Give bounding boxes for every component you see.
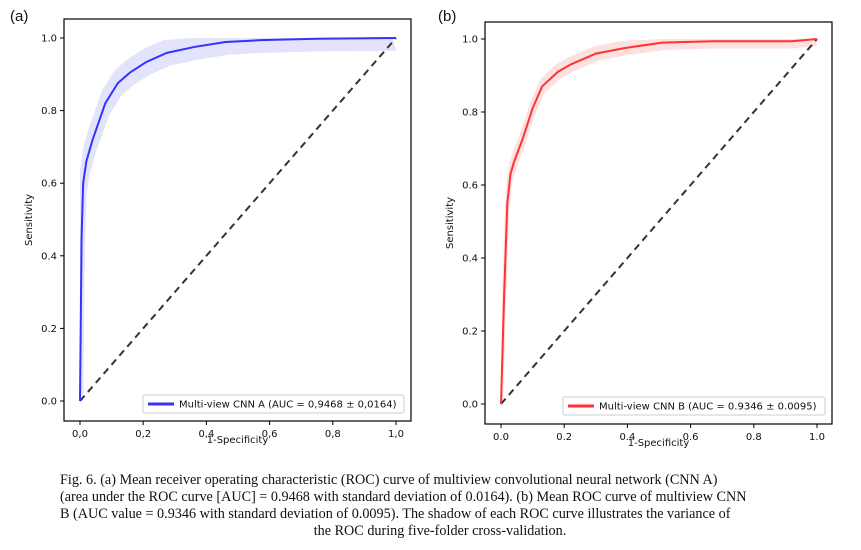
roc-figure: 0,0 0,2 0,4 0,6 0,8 1,0 0.0 0.2 0.4 0.6 0.8 1.0 1-Sp… <box>24 18 833 449</box>
y-tick-label: 0.4 <box>41 251 57 262</box>
legend-box <box>562 396 826 416</box>
x-tick-label: 0,0 <box>72 429 88 440</box>
mean-roc-curve <box>500 38 818 405</box>
chance-diagonal-line <box>79 37 397 402</box>
x-tick-label: 0,8 <box>325 429 341 440</box>
caption-line-1: Fig. 6. (a) Mean receiver operating char… <box>60 472 718 488</box>
panel-label-b: (b) <box>438 8 457 25</box>
y-tick-label: 1.0 <box>462 35 478 46</box>
axes-frame <box>484 21 833 425</box>
panel-label-a: (a) <box>10 8 29 25</box>
chance-diagonal-line <box>500 38 818 405</box>
caption-line-3: B (AUC value = 0.9346 with standard devi… <box>60 506 731 522</box>
y-tick-label: 0.8 <box>462 108 478 119</box>
x-tick-label: 0.8 <box>746 432 762 443</box>
caption-line-4: the ROC during five-folder cross-validat… <box>313 523 567 539</box>
x-tick-label: 0.6 <box>683 432 699 443</box>
x-axis-label: 1-Specificity <box>628 438 690 449</box>
legend: Multi-view CNN A (AUC = 0,9468 ± 0,0164) <box>142 394 405 414</box>
y-tick-label: 0.6 <box>41 179 57 190</box>
x-tick-label: 0.2 <box>556 432 572 443</box>
x-axis-label: 1-Specificity <box>207 435 269 446</box>
legend: Multi-view CNN B (AUC = 0.9346 ± 0.0095) <box>562 396 826 416</box>
y-tick-label: 0.6 <box>462 181 478 192</box>
x-tick-label: 0.0 <box>493 432 509 443</box>
y-tick-label: 0.2 <box>462 327 478 338</box>
y-tick-label: 1.0 <box>41 34 57 45</box>
y-tick-label: 0.2 <box>41 324 57 335</box>
x-tick-label: 0,2 <box>135 429 151 440</box>
x-tick-label: 1,0 <box>388 429 404 440</box>
x-tick-label: 0.4 <box>619 432 635 443</box>
x-tick-label: 1.0 <box>809 432 825 443</box>
y-tick-label: 0.8 <box>41 106 57 117</box>
y-tick-label: 0.4 <box>462 254 478 265</box>
x-tick-label: 0,4 <box>198 429 214 440</box>
y-tick-label: 0.0 <box>462 400 478 411</box>
figure-caption: Fig. 6. (a) Mean receiver operating char… <box>60 472 820 540</box>
axes-frame <box>63 18 412 422</box>
legend-entry: Multi-view CNN B (AUC = 0.9346 ± 0.0095) <box>599 402 817 413</box>
chart-panel-a: 0,0 0,2 0,4 0,6 0,8 1,0 0.0 0.2 0.4 0.6 0.8 1.0 1-Sp… <box>24 18 412 446</box>
y-axis-label: Sensitivity <box>445 197 456 249</box>
y-tick-label: 0.0 <box>41 397 57 408</box>
legend-entry: Multi-view CNN A (AUC = 0,9468 ± 0,0164) <box>179 400 397 411</box>
legend-box <box>142 394 405 414</box>
chart-panel-b: 0.0 0.2 0.4 0.6 0.8 1.0 0.0 0.2 0.4 0.6 0.8 1.0 1-Sp… <box>445 21 833 449</box>
caption-line-2: (area under the ROC curve [AUC] = 0.9468… <box>60 489 747 505</box>
mean-roc-curve <box>79 37 397 402</box>
x-tick-label: 0,6 <box>262 429 278 440</box>
y-axis-label: Sensitivity <box>24 194 35 246</box>
